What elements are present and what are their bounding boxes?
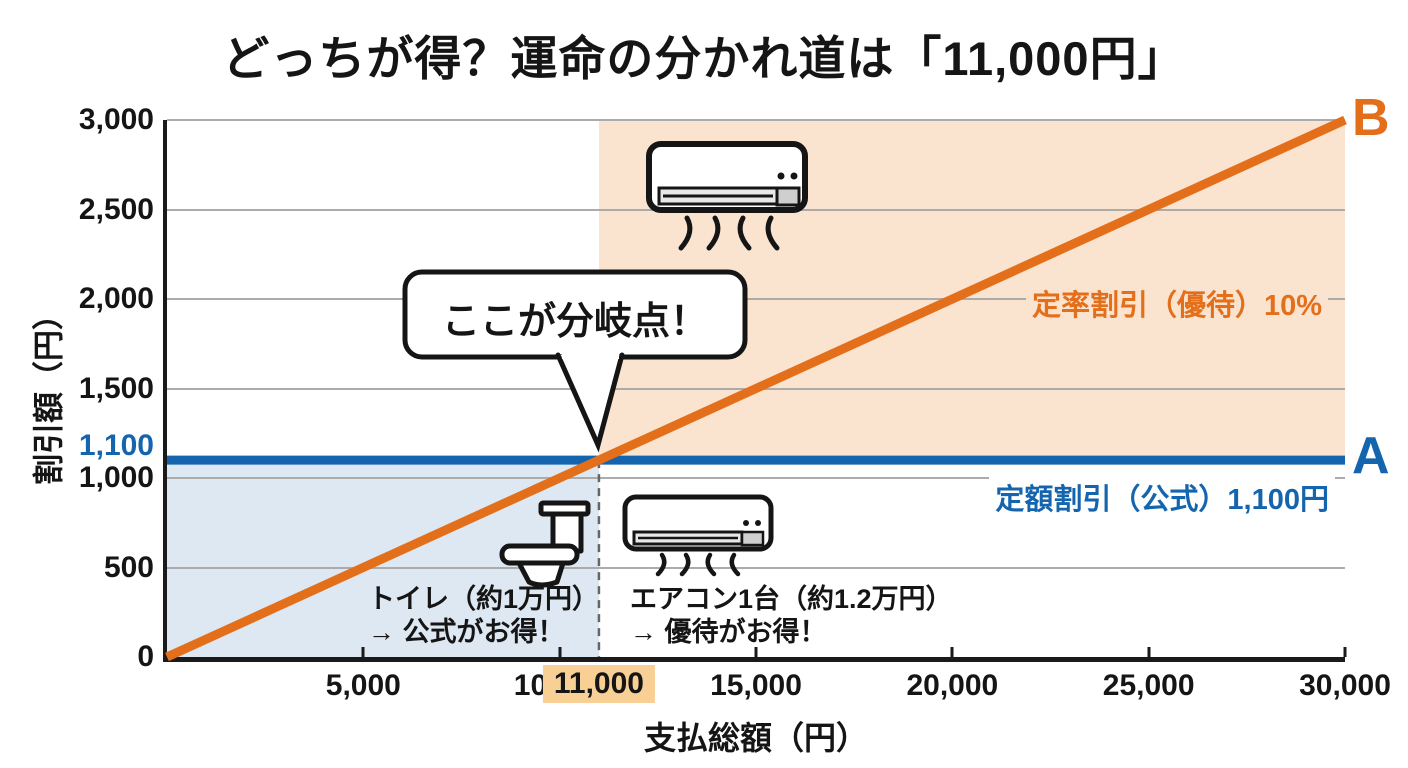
breakeven-callout: ここが分岐点！	[402, 269, 748, 454]
x-tick-mark-10000	[558, 647, 562, 657]
air-flow-lines	[678, 215, 780, 251]
x-tick-label-30000: 30,000	[1299, 669, 1391, 702]
rate-discount-label: 定率割引（優待）10%	[1025, 281, 1328, 325]
x-tick-label-20000: 20,000	[906, 669, 999, 702]
y-axis-title: 割引額（円）	[31, 299, 67, 485]
aircon-annotation-line2: → 優待がお得！	[630, 617, 827, 647]
x-tick-mark-15000	[754, 647, 758, 657]
x-axis-line	[163, 657, 1345, 662]
y-tick-label-500: 500	[103, 550, 154, 584]
callout-text: ここが分岐点！	[441, 301, 708, 343]
x-tick-label-15000: 15,000	[710, 669, 802, 702]
callout-bubble	[402, 269, 748, 453]
y-tick-label-1000: 1,000	[78, 461, 154, 494]
x-tick-mark-5000	[361, 647, 365, 657]
aircon-annotation-line1: エアコン1台（約1.2万円）	[630, 584, 953, 614]
toilet-annotation-line2: → 公式がお得！	[368, 617, 565, 647]
fixed-discount-label: 定額割引（公式）1,100円	[989, 475, 1335, 519]
gridline-y-2000	[167, 298, 1345, 300]
gridline-y-1000	[167, 477, 1345, 479]
y-tick-label-2500: 2,500	[78, 192, 154, 226]
air-conditioner-small-icon	[622, 494, 774, 577]
x-tick-mark-25000	[1147, 647, 1151, 657]
x-tick-mark-30000	[1343, 647, 1347, 657]
x-tick-mark-20000	[950, 647, 954, 657]
x-tick-label-25000: 25,000	[1102, 669, 1195, 702]
toilet-icon	[499, 500, 591, 588]
toilet-annotation-line1: トイレ（約1万円）	[368, 584, 600, 614]
x-tick-label-11000: 11,000	[542, 665, 655, 703]
toilet-annotation: トイレ（約1万円） → 公式がお得！	[368, 583, 599, 649]
aircon-annotation: エアコン1台（約1.2万円） → 優待がお得！	[630, 583, 953, 649]
x-axis-title: 支払総額（円）	[643, 720, 868, 756]
x-tick-label-5000: 5,000	[325, 669, 401, 702]
line-b-letter: B	[1352, 89, 1390, 147]
y-tick-label-1500: 1,500	[78, 371, 154, 405]
air-flow-lines	[655, 552, 741, 577]
gridline-y-3000	[167, 119, 1345, 121]
rate-discount-line	[165, 115, 1347, 662]
gridline-y-500	[167, 566, 1345, 569]
y-tick-label-3000: 3,000	[78, 103, 154, 136]
line-a-letter: A	[1352, 427, 1390, 485]
chart-title: どっちが得？運命の分かれ道は「11,000円」	[222, 32, 1186, 85]
y-tick-label-1100: 1,100	[78, 429, 154, 463]
y-tick-label-2000: 2,000	[78, 282, 154, 315]
air-conditioner-icon	[646, 141, 808, 251]
y-axis-line	[163, 120, 167, 662]
callout-tail	[555, 352, 625, 453]
y-tick-label-0: 0	[137, 640, 154, 673]
